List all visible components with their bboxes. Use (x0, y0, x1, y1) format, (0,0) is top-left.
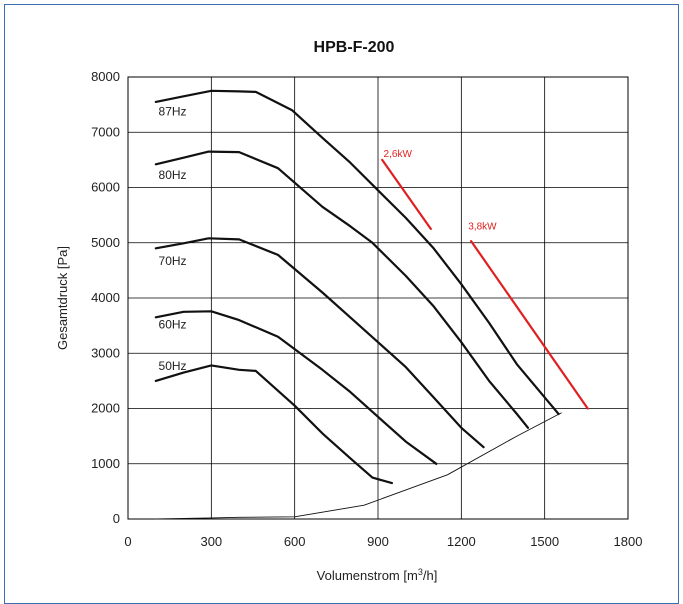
y-tick-label-6: 6000 (91, 180, 120, 195)
y-tick-labels: 0 1000 2000 3000 4000 5000 6000 7000 8000 (91, 69, 120, 526)
x-tick-labels: 0 300 600 900 1200 1500 1800 (124, 534, 642, 549)
y-tick-label-2: 2000 (91, 401, 120, 416)
y-tick-label-0: 0 (113, 511, 120, 526)
x-tick-label-5: 1500 (530, 534, 559, 549)
x-axis-label: Volumenstrom [m3/h] (317, 567, 438, 583)
x-tick-label-1: 300 (200, 534, 222, 549)
series-label-87hz: 87Hz (159, 105, 187, 119)
y-tick-label-4: 4000 (91, 290, 120, 305)
series-label-3-8kw: 3,8kW (468, 221, 497, 232)
x-axis-label-unit-suffix: /h] (423, 568, 437, 583)
series-line-80hz (154, 150, 530, 429)
x-tick-label-3: 900 (367, 534, 389, 549)
series-line-2-6kw (381, 158, 432, 230)
series-line-50hz (154, 364, 393, 485)
grid (127, 76, 629, 520)
x-tick-label-0: 0 (124, 534, 131, 549)
series-line-60hz (154, 310, 438, 465)
y-tick-label-3: 3000 (91, 345, 120, 360)
series-label-70hz: 70Hz (159, 254, 187, 268)
chart-title: HPB-F-200 (314, 39, 395, 56)
series-label-2-6kw: 2,6kW (384, 149, 413, 160)
plot-area-border (127, 76, 629, 520)
y-tick-label-5: 5000 (91, 235, 120, 250)
y-tick-label-7: 7000 (91, 124, 120, 139)
y-axis-label: Gesamtdruck [Pa] (55, 246, 70, 350)
x-axis-label-unit-prefix: [m (403, 568, 417, 583)
x-tick-label-4: 1200 (447, 534, 476, 549)
x-axis-label-name: Volumenstrom (317, 568, 400, 583)
series-line-70hz (154, 237, 485, 449)
series-line-3-8kw (470, 240, 589, 410)
series-label-60hz: 60Hz (159, 317, 187, 331)
axes (127, 76, 629, 520)
series-labels: 87Hz 80Hz 70Hz 60Hz 50Hz 2,6kW 3,8kW (159, 105, 498, 373)
series-label-50hz: 50Hz (159, 359, 187, 373)
x-axis-label-unit-sup: 3 (418, 567, 423, 577)
series-line-87hz (154, 89, 560, 416)
x-tick-label-6: 1800 (614, 534, 643, 549)
series-lines (154, 89, 589, 520)
chart: HPB-F-200 010002000300040005000600070008… (55, 39, 642, 583)
series-label-80hz: 80Hz (159, 168, 187, 182)
y-tick-label-1: 1000 (91, 456, 120, 471)
series-line-system (155, 412, 562, 520)
y-tick-label-8: 8000 (91, 69, 120, 84)
x-tick-label-2: 600 (284, 534, 306, 549)
